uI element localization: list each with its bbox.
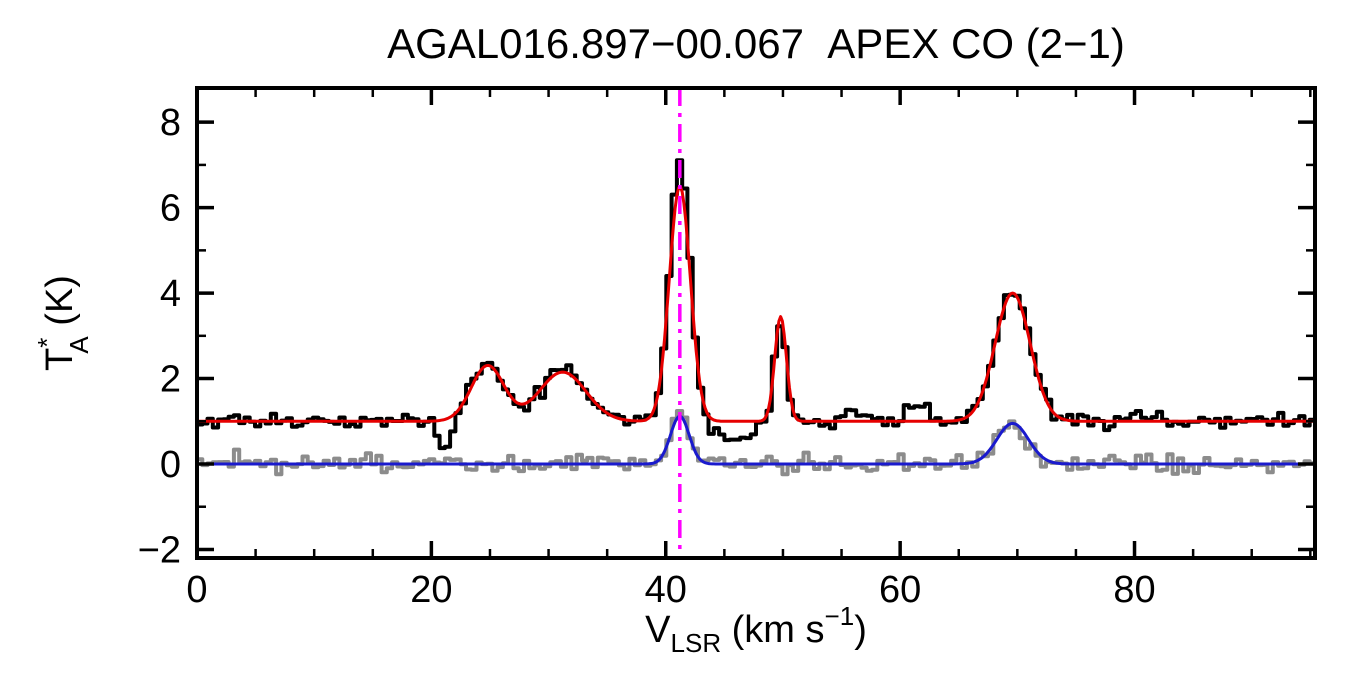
y-tick-label: 0: [160, 444, 181, 486]
observed-spectrum: [197, 158, 1315, 451]
y-tick-label: 6: [160, 188, 181, 230]
x-tick-label: 60: [879, 569, 921, 611]
chart-title: AGAL016.897−00.067 APEX CO (2−1): [387, 20, 1125, 67]
x-axis-label: VLSR (km s−1): [645, 601, 867, 658]
y-tick-label: 2: [160, 359, 181, 401]
y-tick-label: −2: [138, 529, 181, 571]
x-tick-label: 20: [410, 569, 452, 611]
x-tick-label: 40: [645, 569, 687, 611]
y-axis-label: T*A (K): [32, 275, 94, 371]
x-tick-label: 80: [1113, 569, 1155, 611]
y-tick-label: 8: [160, 102, 181, 144]
gaussian-fit: [197, 185, 1315, 423]
plot-content: [197, 88, 1315, 558]
x-tick-label: 0: [186, 569, 207, 611]
y-tick-label: 4: [160, 273, 181, 315]
residual-fit: [197, 414, 1315, 466]
plot-frame: [195, 86, 1317, 560]
